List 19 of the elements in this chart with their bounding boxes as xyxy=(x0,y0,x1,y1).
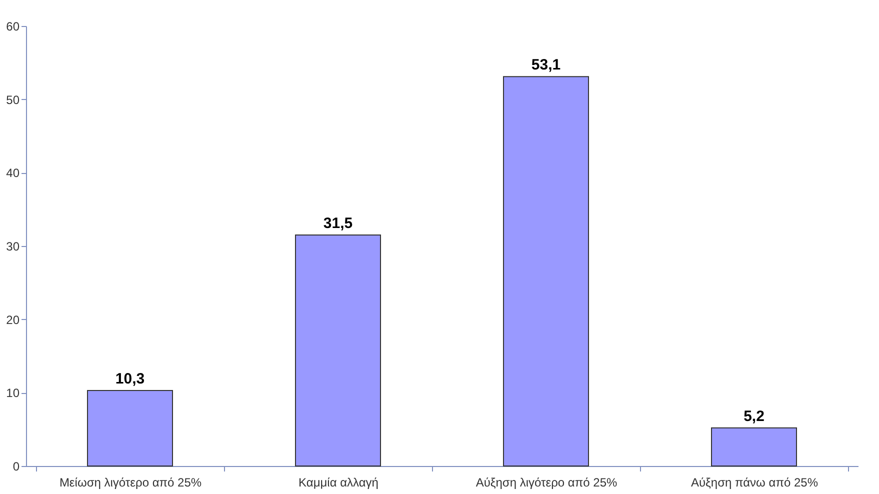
y-tick-label: 30 xyxy=(6,240,20,254)
data-label: 10,3 xyxy=(115,370,145,388)
x-tick-label: Μείωση λιγότερο από 25% xyxy=(59,476,202,490)
y-tick-label: 10 xyxy=(6,386,20,400)
y-tick-label: 50 xyxy=(6,92,20,107)
bar xyxy=(87,390,173,466)
x-tick-label: Αύξηση πάνω από 25% xyxy=(690,476,818,490)
y-tick-label: 20 xyxy=(6,312,20,327)
data-label: 53,1 xyxy=(531,56,561,74)
data-label: 31,5 xyxy=(323,215,353,232)
x-tick-label: Καμμία αλλαγή xyxy=(298,476,378,490)
bar xyxy=(711,427,797,466)
bar xyxy=(295,234,381,466)
data-label: 5,2 xyxy=(744,408,764,425)
x-tick-label: Αύξηση λιγότερο από 25% xyxy=(476,476,618,490)
y-tick-label: 40 xyxy=(6,166,20,180)
y-tick-label: 60 xyxy=(6,20,20,34)
bar xyxy=(503,76,589,466)
y-tick-label: 0 xyxy=(12,460,20,474)
